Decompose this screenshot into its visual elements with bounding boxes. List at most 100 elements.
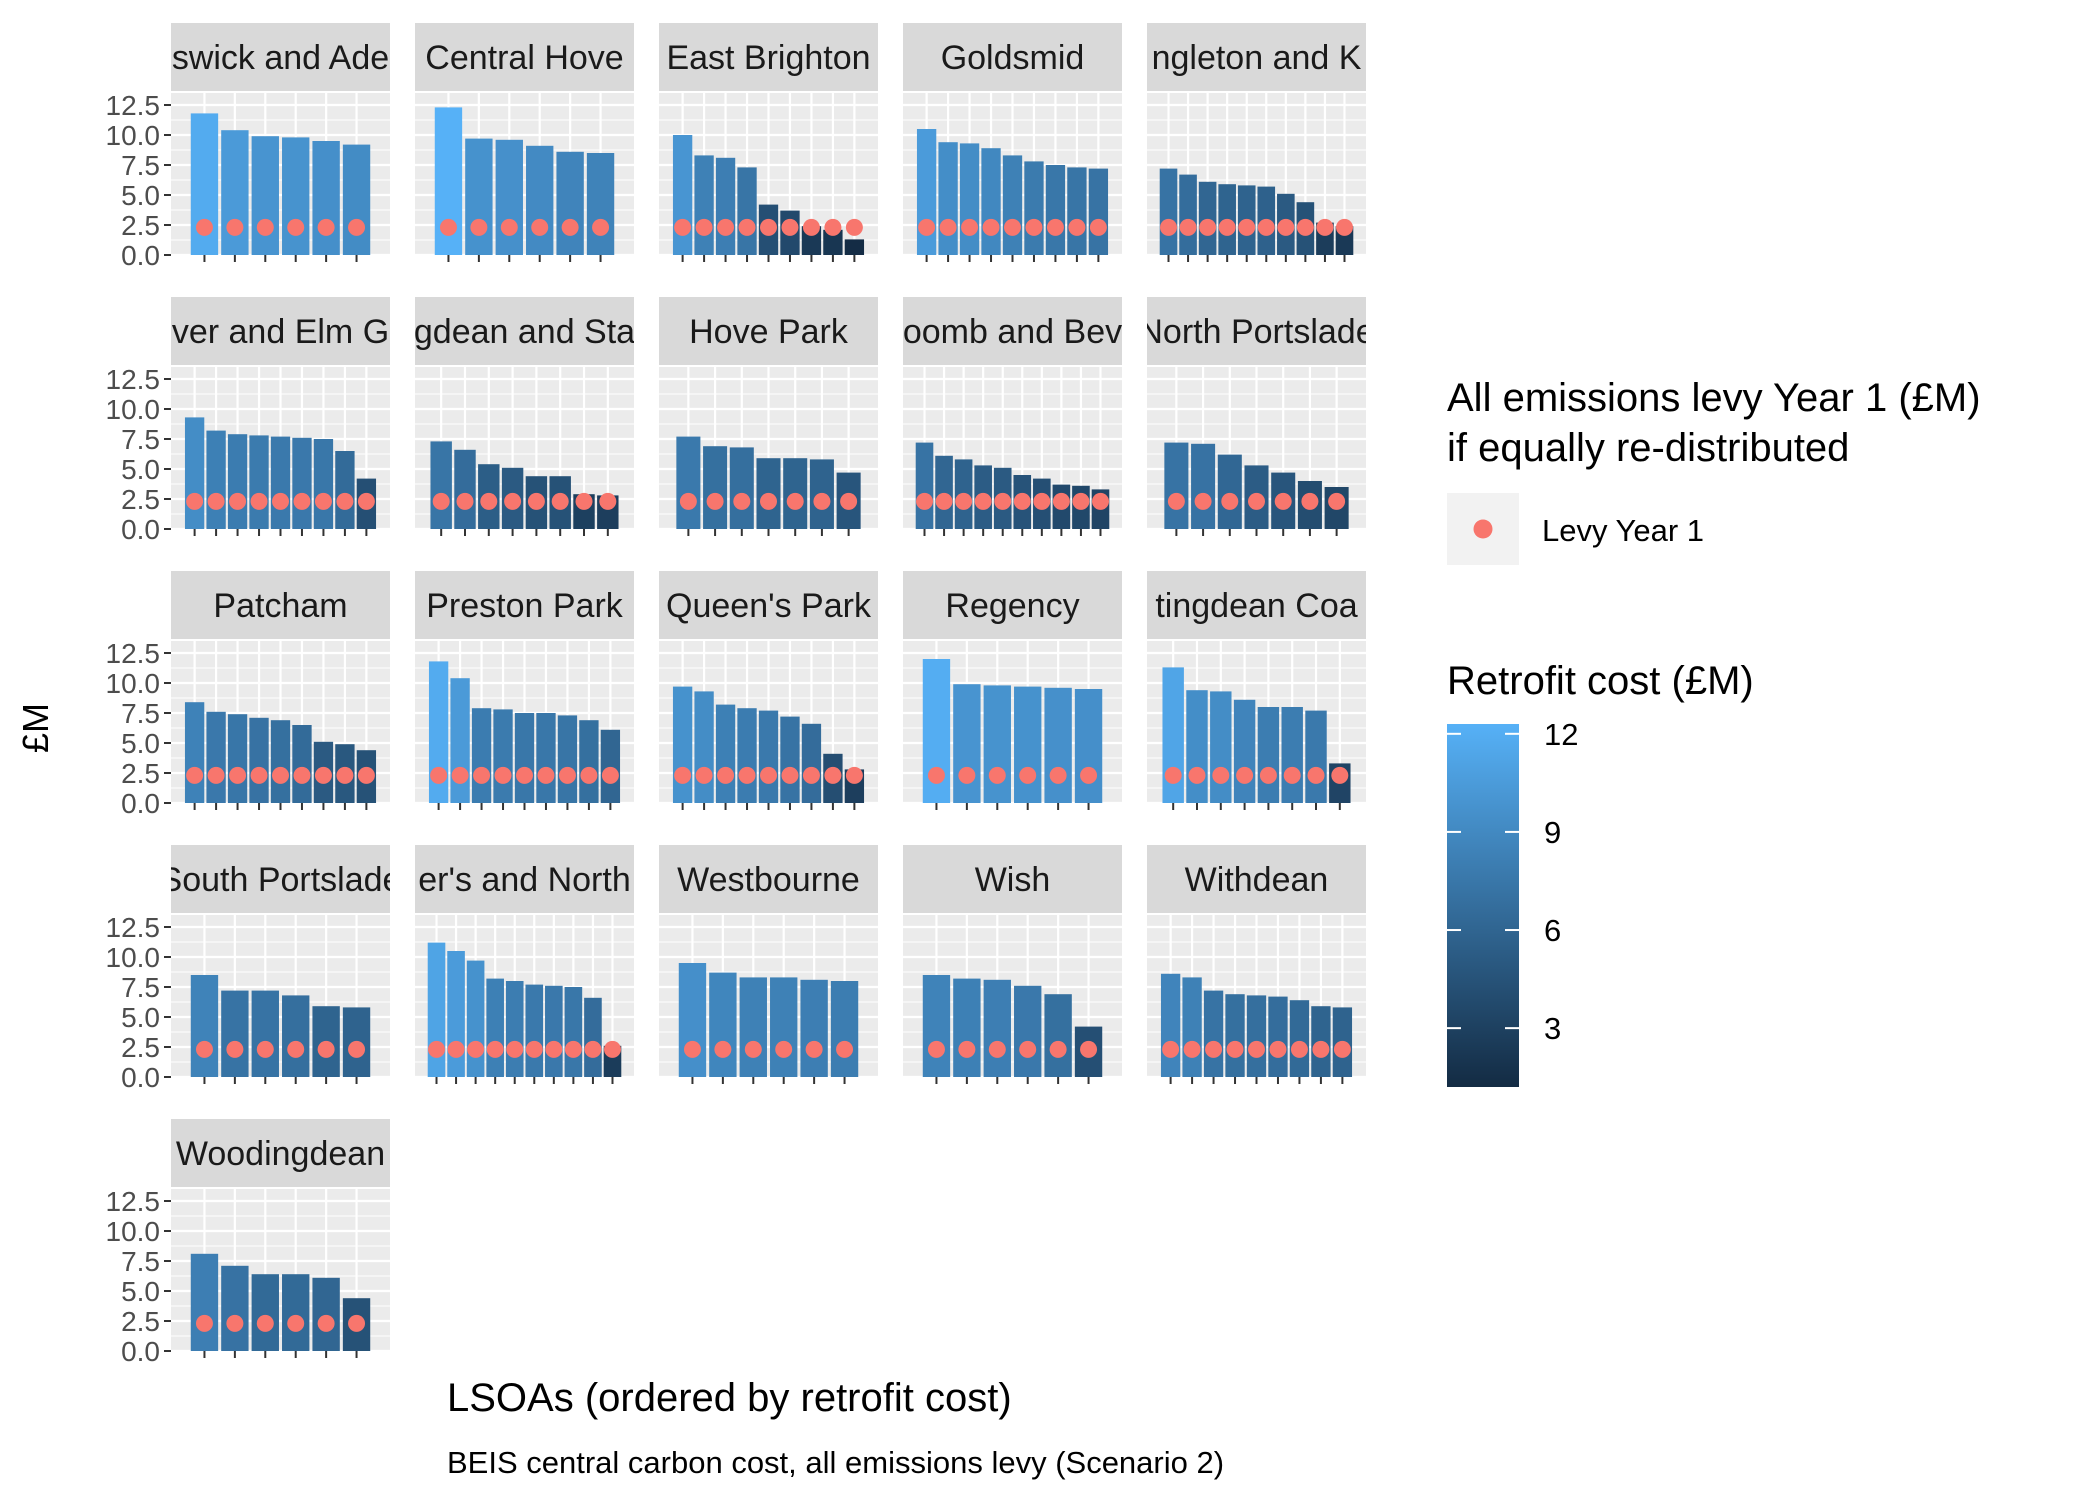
bar [737, 167, 757, 255]
levy-point [272, 766, 289, 784]
levy-point [1049, 766, 1067, 784]
levy-point [927, 1040, 945, 1058]
levy-point [1205, 1040, 1223, 1058]
levy-point [287, 1314, 305, 1332]
y-tick-label: 0.0 [121, 514, 160, 545]
levy-point [1049, 1040, 1067, 1058]
levy-point [480, 492, 498, 510]
bar [737, 708, 757, 803]
bar [184, 702, 205, 803]
bar [953, 684, 981, 803]
levy-point [494, 766, 512, 784]
bar [335, 451, 355, 529]
levy-point [802, 766, 820, 784]
y-tick-label: 12.5 [106, 638, 161, 669]
levy-point [516, 766, 533, 784]
levy-point [226, 1314, 244, 1332]
y-tick-label: 12.5 [106, 90, 161, 121]
facet-strip [903, 845, 1122, 913]
bar [465, 138, 493, 255]
facet-strip [171, 23, 390, 91]
levy-point [226, 1040, 244, 1058]
bar [292, 725, 312, 803]
bar [227, 434, 248, 529]
levy-point [584, 1040, 602, 1058]
levy-point [545, 1040, 563, 1058]
facet-strip-label: Woodingdean [176, 1135, 385, 1173]
bar [676, 436, 701, 529]
bar [586, 153, 615, 255]
levy-point [601, 766, 619, 784]
levy-point [1296, 218, 1314, 236]
levy-point [760, 218, 777, 236]
levy-point [1068, 218, 1086, 236]
y-tick-label: 10.0 [106, 1216, 161, 1247]
bar [922, 975, 951, 1077]
y-tick-label: 2.5 [121, 1032, 160, 1063]
levy-point [504, 492, 522, 510]
bar [1198, 181, 1217, 255]
levy-legend-label: Levy Year 1 [1542, 513, 1704, 548]
bar [486, 978, 504, 1077]
levy-point [250, 492, 268, 510]
levy-point [564, 1040, 582, 1058]
levy-point [781, 218, 799, 236]
bar [313, 439, 334, 529]
levy-legend-title: if equally re-distributed [1447, 426, 1849, 470]
bar [282, 137, 310, 255]
levy-point [317, 218, 335, 236]
bar [1088, 168, 1109, 255]
levy-point [1331, 766, 1349, 784]
bar [428, 661, 449, 803]
levy-point [1236, 766, 1254, 784]
levy-point [1183, 1040, 1201, 1058]
levy-point [357, 492, 375, 510]
levy-point [599, 492, 617, 510]
facet-strip [171, 1119, 390, 1187]
levy-point [1277, 218, 1295, 236]
bar [801, 723, 822, 803]
bar [915, 442, 934, 529]
levy-point [1335, 218, 1353, 236]
bar [270, 720, 291, 803]
bar [249, 717, 269, 803]
bar [1164, 442, 1189, 529]
levy-point [674, 766, 692, 784]
bar [184, 417, 205, 529]
bar [953, 978, 981, 1077]
facet-central-hove: Central Hove [415, 23, 634, 262]
bar [584, 997, 602, 1077]
facet-strip [659, 571, 878, 639]
facet-strip-label: Queen's Park [666, 587, 872, 625]
bar [1268, 996, 1288, 1077]
facet-strip-label: oomb and Bev [903, 313, 1122, 351]
levy-point [961, 218, 979, 236]
fill-legend-title: Retrofit cost (£M) [1447, 659, 1754, 703]
bar [1217, 454, 1242, 529]
levy-point [348, 218, 366, 236]
levy-point [1238, 218, 1256, 236]
bar [450, 678, 470, 803]
facet-strip-label: er's and North [418, 861, 630, 899]
facet-strip [659, 23, 878, 91]
levy-point [207, 492, 225, 510]
bar [780, 716, 800, 803]
bar [292, 437, 312, 529]
facet-goldsmid: Goldsmid [903, 23, 1122, 262]
levy-point [432, 492, 450, 510]
facet-strip [903, 23, 1122, 91]
y-tick-label: 7.5 [121, 150, 160, 181]
levy-point [824, 766, 842, 784]
levy-point [1160, 218, 1178, 236]
levy-point [348, 1040, 366, 1058]
facet-regency: Regency [903, 571, 1122, 810]
levy-point [592, 218, 610, 236]
levy-point [537, 766, 555, 784]
bar [227, 714, 248, 803]
levy-point [760, 492, 777, 510]
facet-strip-label: South Portslade [160, 861, 402, 899]
levy-point [840, 492, 858, 510]
bar [579, 720, 599, 803]
y-tick-label: 0.0 [121, 240, 160, 271]
